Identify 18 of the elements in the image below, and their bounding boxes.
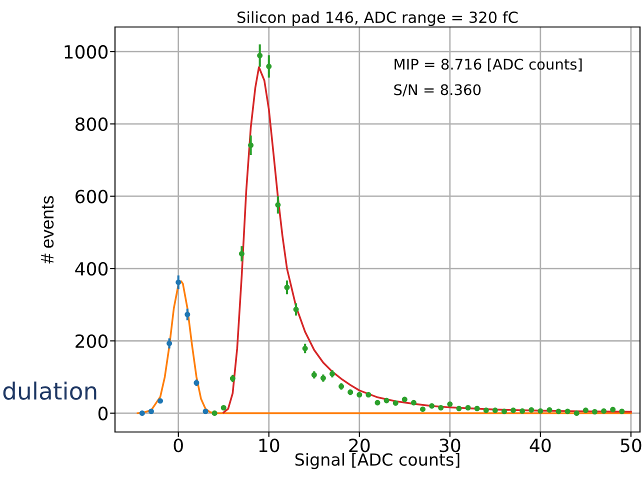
y-tick-label: 800 <box>76 117 108 132</box>
y-tick-label: 200 <box>76 334 108 348</box>
x-tick-label: 10 <box>259 438 280 452</box>
text: dulation <box>3 382 96 400</box>
y-tick-label: 400 <box>75 262 108 276</box>
chart-title: Silicon pad 146, ADC range = 320 fC <box>238 11 518 26</box>
annotation: MIP = 8.716 [ADC counts] <box>394 58 582 72</box>
x-tick-label: 50 <box>620 438 642 452</box>
annotation: S/N = 8.360 <box>394 84 481 96</box>
x-tick-label: 20 <box>349 438 370 452</box>
y-axis-title: # events <box>41 196 54 264</box>
x-tick-label: 0 <box>174 438 183 452</box>
x-tick-label: 30 <box>440 438 460 452</box>
x-tick-label: 40 <box>530 438 551 452</box>
y-tick-label: 600 <box>76 190 108 204</box>
y-tick-label: 0 <box>98 406 108 420</box>
x-axis-title: Signal [ADC counts] <box>295 452 460 470</box>
y-tick-label: 1000 <box>64 45 108 59</box>
